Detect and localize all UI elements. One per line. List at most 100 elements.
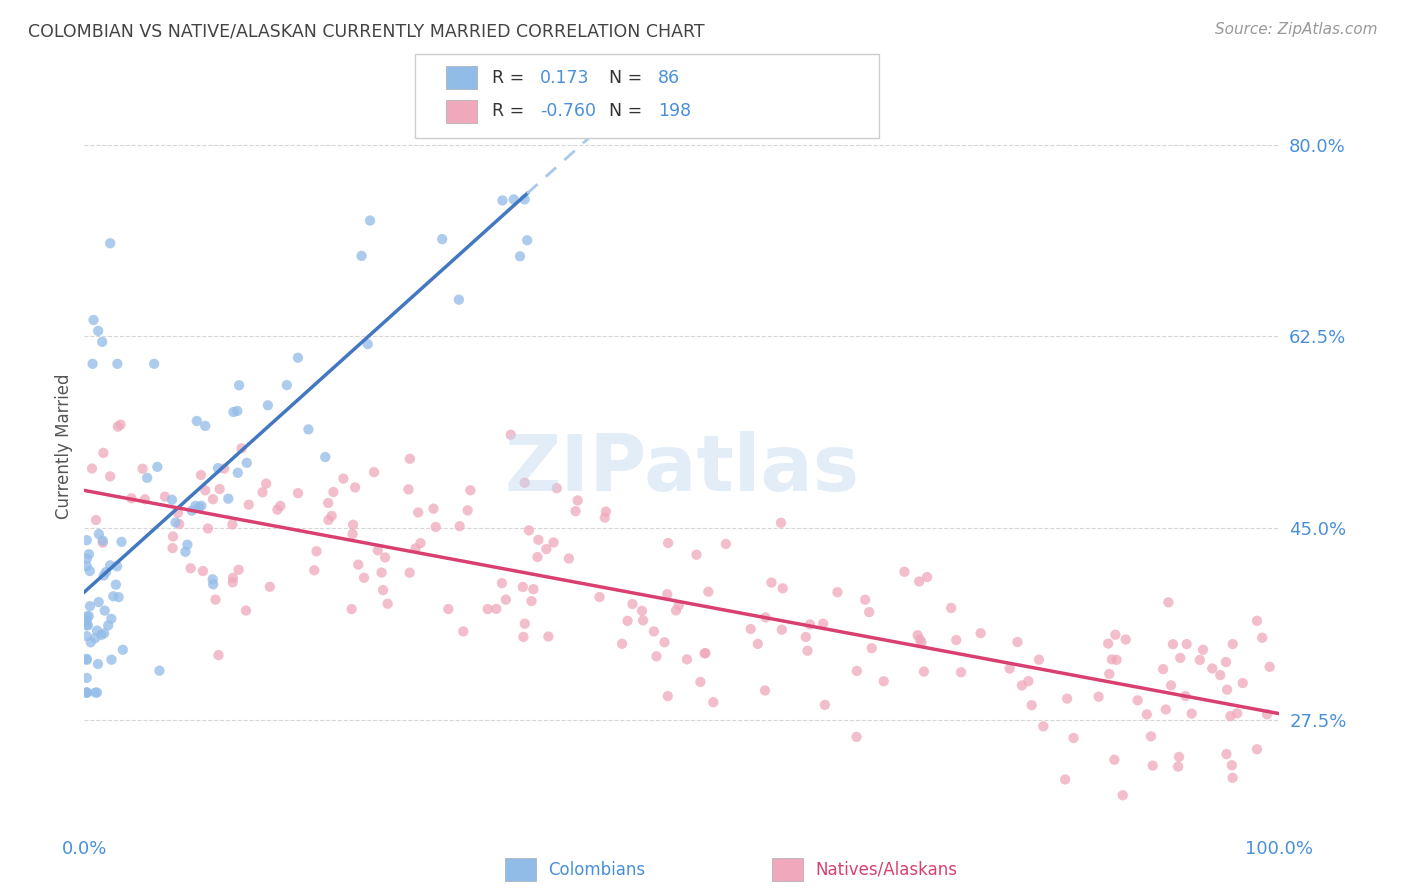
Point [1226, 706, 1249, 721]
Point [567, 493, 589, 508]
Text: COLOMBIAN VS NATIVE/ALASKAN CURRENTLY MARRIED CORRELATION CHART: COLOMBIAN VS NATIVE/ALASKAN CURRENTLY MA… [28, 22, 704, 40]
Point [77, 609, 100, 624]
Point [103, 589, 125, 603]
Point [1136, 707, 1159, 722]
Point [204, 592, 226, 607]
Point [367, 543, 389, 558]
Point [153, 490, 176, 504]
Point [180, 561, 202, 575]
Point [668, 599, 690, 613]
Text: Natives/Alaskans: Natives/Alaskans [815, 861, 957, 879]
Point [689, 675, 711, 690]
Point [186, 414, 208, 428]
Point [84, 632, 107, 646]
Point [406, 505, 429, 519]
Text: -0.760: -0.760 [540, 103, 596, 120]
Point [796, 644, 818, 658]
Point [453, 624, 475, 639]
Point [398, 566, 420, 580]
Point [860, 641, 883, 656]
Point [499, 427, 522, 442]
Point [342, 517, 364, 532]
Point [287, 486, 309, 500]
Point [322, 485, 344, 500]
Point [1154, 702, 1177, 716]
Point [546, 481, 568, 495]
Point [645, 649, 668, 664]
Point [353, 571, 375, 585]
Point [76, 653, 98, 667]
Point [457, 503, 479, 517]
Point [845, 664, 868, 678]
Point [359, 213, 381, 227]
Point [332, 472, 354, 486]
Point [94, 604, 117, 618]
Point [105, 559, 128, 574]
Point [321, 508, 343, 523]
Point [1021, 698, 1043, 713]
Point [1115, 632, 1137, 647]
Point [84, 685, 107, 699]
Point [98, 236, 121, 251]
Point [105, 357, 128, 371]
Point [194, 418, 217, 433]
Text: N =: N = [609, 103, 648, 120]
Point [536, 542, 558, 557]
Point [100, 653, 122, 667]
Point [1126, 693, 1149, 707]
Point [134, 492, 156, 507]
Point [87, 324, 110, 338]
Point [685, 548, 707, 562]
Point [558, 551, 581, 566]
Point [1181, 706, 1204, 721]
Point [76, 685, 98, 699]
Point [432, 232, 454, 246]
Point [1168, 750, 1191, 764]
Point [87, 595, 110, 609]
Point [162, 529, 184, 543]
Point [747, 637, 769, 651]
Point [1104, 628, 1126, 642]
Point [811, 616, 834, 631]
Point [259, 580, 281, 594]
Point [76, 533, 98, 548]
Point [76, 618, 98, 632]
Point [207, 648, 229, 662]
Point [425, 520, 447, 534]
Point [76, 685, 98, 699]
Point [167, 506, 190, 520]
Point [588, 590, 610, 604]
Point [347, 558, 370, 572]
Point [342, 527, 364, 541]
Point [908, 574, 931, 589]
Point [1188, 653, 1211, 667]
Point [228, 563, 250, 577]
Point [146, 459, 169, 474]
Point [912, 665, 935, 679]
Point [616, 614, 638, 628]
Point [1157, 595, 1180, 609]
Point [187, 500, 209, 515]
Point [79, 564, 101, 578]
Point [1112, 789, 1135, 803]
Point [814, 698, 837, 712]
Point [76, 652, 98, 666]
Point [90, 628, 112, 642]
Point [167, 517, 190, 532]
Point [761, 575, 783, 590]
Text: N =: N = [609, 69, 648, 87]
Point [907, 628, 929, 642]
Point [318, 513, 340, 527]
Point [853, 592, 876, 607]
Point [83, 313, 105, 327]
Point [502, 193, 524, 207]
Text: R =: R = [492, 103, 530, 120]
Point [513, 193, 536, 207]
Point [110, 534, 132, 549]
Point [1104, 753, 1126, 767]
Point [197, 522, 219, 536]
Point [93, 626, 115, 640]
Point [371, 583, 394, 598]
Point [1056, 691, 1078, 706]
Point [654, 635, 676, 649]
